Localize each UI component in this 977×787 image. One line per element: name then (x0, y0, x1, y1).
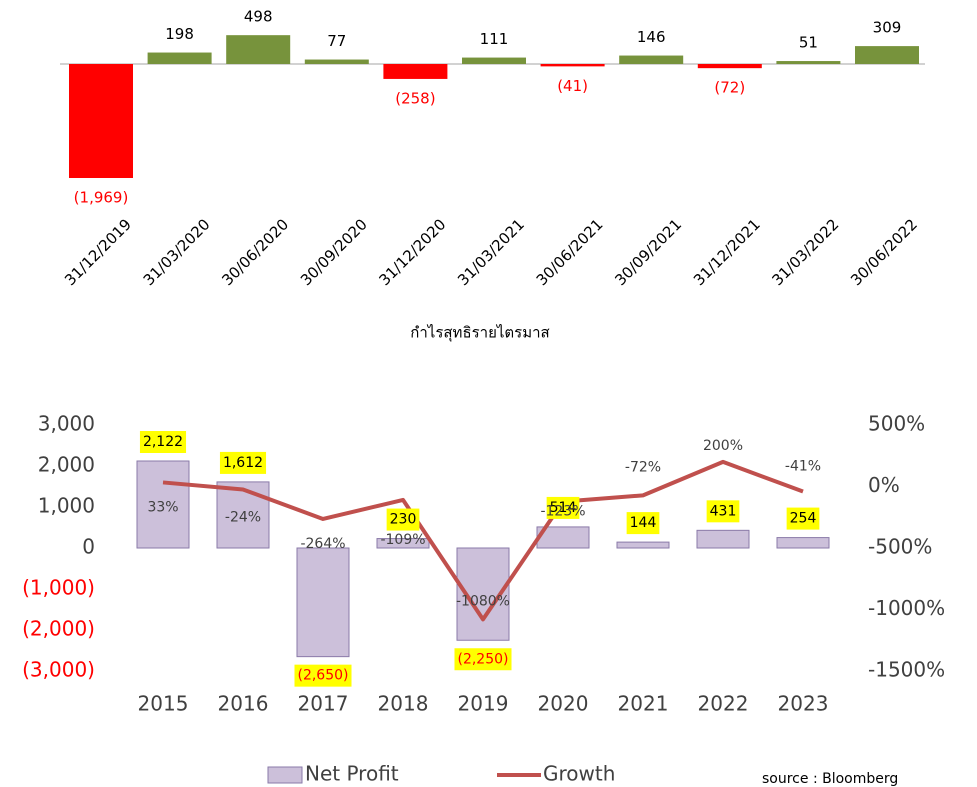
value-label: 111 (480, 30, 509, 48)
y-tick-label: (1,000) (22, 576, 95, 600)
value-label: 254 (790, 511, 817, 527)
y-tick-label: 3,000 (38, 412, 95, 436)
value-label: (1,969) (74, 189, 129, 207)
y2-tick-label: 500% (868, 412, 925, 436)
label-highlight (139, 430, 187, 453)
growth-line (162, 459, 804, 622)
label-highlight (386, 508, 420, 531)
value-label: 146 (637, 28, 666, 46)
value-label: (2,650) (297, 668, 348, 684)
x-tick-label: 2020 (538, 692, 589, 716)
x-tick-label: 2015 (138, 692, 189, 716)
bar (619, 55, 684, 64)
legend-label: Net Profit (305, 762, 399, 786)
growth-label: -264% (300, 536, 345, 552)
bar (776, 537, 830, 549)
bar (304, 59, 369, 64)
label-highlight (706, 500, 740, 523)
x-tick-label: 2018 (378, 692, 429, 716)
bar (296, 547, 350, 658)
bar (383, 64, 448, 79)
bar (696, 529, 750, 549)
growth-label: -72% (625, 459, 661, 475)
x-tick-label: 2021 (618, 692, 669, 716)
label-highlight (219, 451, 267, 474)
label-highlight (546, 496, 580, 519)
bar (462, 57, 526, 64)
value-label: (2,250) (457, 651, 508, 667)
y2-tick-label: -1000% (868, 596, 945, 620)
value-label: 1,612 (223, 455, 263, 471)
y-tick-label: (3,000) (22, 658, 95, 682)
y-tick-label: 1,000 (38, 494, 95, 518)
bar (776, 61, 841, 64)
bar (540, 64, 605, 67)
growth-label: 33% (147, 499, 178, 515)
value-label: 2,122 (143, 434, 183, 450)
y-tick-label: (2,000) (22, 617, 95, 641)
value-label: 309 (873, 19, 902, 37)
value-label: (72) (714, 79, 745, 97)
label-highlight (454, 648, 512, 671)
x-tick-label: 2019 (458, 692, 509, 716)
bar (697, 64, 762, 69)
growth-label: 200% (703, 438, 743, 454)
bar (855, 46, 919, 64)
label-highlight (626, 512, 660, 535)
y2-tick-label: 0% (868, 473, 900, 497)
x-tick-label: 2017 (298, 692, 349, 716)
chart-title: กำไรสุทธิรายไตรมาส (410, 324, 549, 343)
value-label: 51 (799, 34, 818, 52)
x-tick-label: 2016 (218, 692, 269, 716)
growth-label: -24% (225, 509, 261, 525)
bar (216, 481, 270, 549)
value-label: (258) (395, 89, 435, 107)
value-label: 230 (390, 512, 417, 528)
growth-label: -41% (785, 459, 821, 475)
legend-label: Growth (543, 762, 615, 786)
bar (376, 538, 430, 549)
value-label: 514 (550, 500, 577, 516)
bar (147, 52, 212, 64)
bar (136, 460, 190, 549)
growth-label: -109% (380, 532, 425, 548)
y2-tick-label: -500% (868, 535, 932, 559)
label-highlight (294, 664, 352, 687)
y2-tick-label: -1500% (868, 658, 945, 682)
x-tick-label: 2022 (698, 692, 749, 716)
legend-swatch (267, 766, 303, 784)
bar (226, 35, 291, 64)
value-label: 498 (244, 8, 273, 26)
value-label: (41) (557, 77, 588, 95)
value-label: 144 (630, 515, 657, 531)
bar (69, 64, 133, 178)
growth-label: -1080% (456, 593, 510, 609)
bar (616, 541, 670, 549)
source-note: source : Bloomberg (762, 771, 898, 787)
y-tick-label: 2,000 (38, 453, 95, 477)
growth-label: -123% (540, 504, 585, 520)
value-label: 198 (165, 25, 194, 43)
y-tick-label: 0 (82, 535, 95, 559)
value-label: 431 (710, 503, 737, 519)
label-highlight (786, 507, 820, 530)
x-tick-label: 2023 (778, 692, 829, 716)
value-label: 77 (327, 32, 346, 50)
